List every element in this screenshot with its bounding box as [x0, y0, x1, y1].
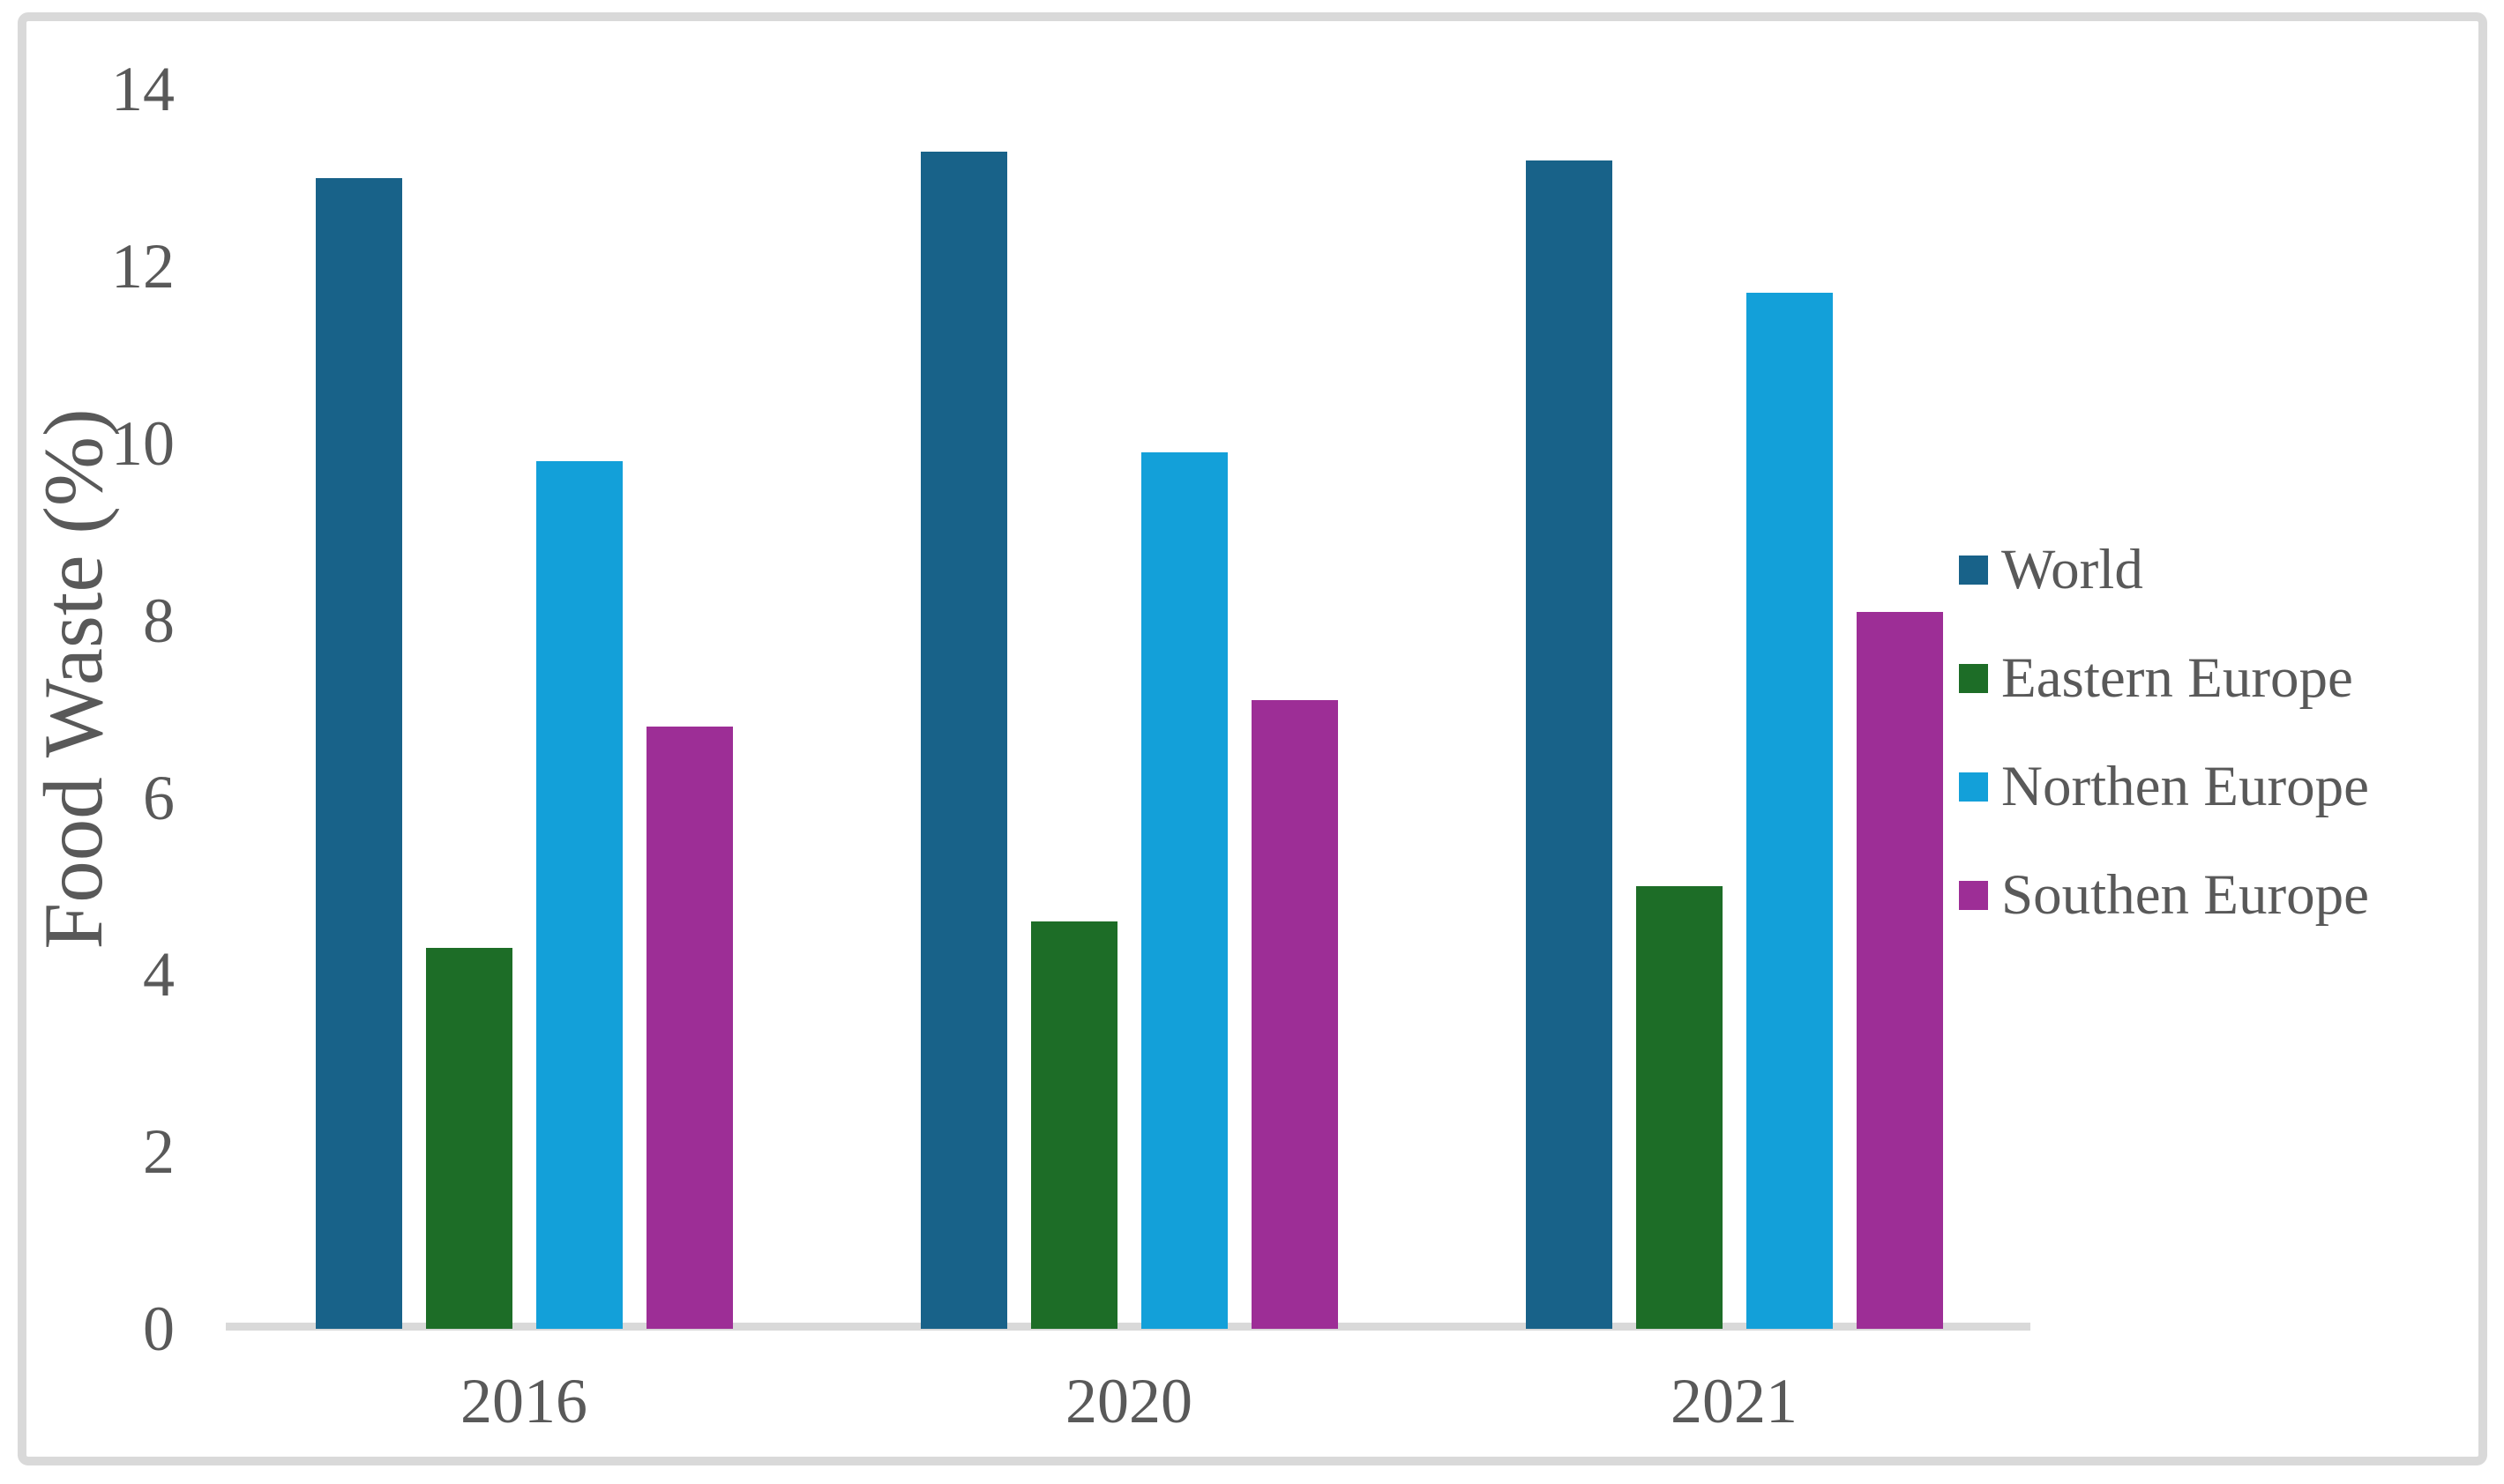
- legend-label-world: World: [2001, 537, 2143, 601]
- legend-swatch-world: [1959, 555, 1988, 585]
- legend-label-southen-europe: Southen Europe: [2001, 862, 2370, 927]
- y-tick-label: 6: [143, 762, 175, 833]
- bar-northen-europe-2016: [535, 461, 623, 1329]
- y-tick-label: 14: [111, 54, 175, 125]
- x-category-label-2016: 2016: [460, 1366, 587, 1436]
- bar-southen-europe-2020: [1251, 700, 1338, 1329]
- x-category-label-2021: 2021: [1671, 1366, 1798, 1436]
- legend-swatch-eastern-europe: [1959, 663, 1988, 693]
- y-tick-label: 10: [111, 408, 175, 479]
- y-tick-label: 12: [111, 231, 175, 302]
- y-tick-label: 2: [143, 1116, 175, 1188]
- legend-swatch-southen-europe: [1959, 880, 1988, 910]
- y-tick-label: 4: [143, 939, 175, 1010]
- y-tick-label: 0: [143, 1294, 175, 1364]
- y-tick-label: 8: [143, 585, 175, 656]
- bar-world-2021: [1525, 160, 1612, 1329]
- legend-item-world: World: [1959, 533, 2143, 607]
- legend-item-eastern-europe: Eastern Europe: [1959, 641, 2353, 715]
- legend-item-northen-europe: Northen Europe: [1959, 749, 2369, 824]
- bar-eastern-europe-2016: [425, 948, 512, 1329]
- bar-southen-europe-2016: [646, 727, 733, 1329]
- x-category-label-2020: 2020: [1065, 1366, 1192, 1436]
- legend-label-northen-europe: Northen Europe: [2001, 754, 2369, 818]
- bar-northen-europe-2021: [1745, 293, 1833, 1329]
- legend-item-southen-europe: Southen Europe: [1959, 858, 2369, 932]
- bar-world-2020: [920, 151, 1007, 1329]
- legend: World Eastern Europe Northen Europe Southen…: [1959, 0, 2497, 1484]
- chart-frame: [18, 12, 2487, 1465]
- legend-label-eastern-europe: Eastern Europe: [2001, 645, 2353, 710]
- bar-eastern-europe-2020: [1030, 921, 1117, 1329]
- bar-northen-europe-2020: [1140, 452, 1228, 1329]
- legend-swatch-northen-europe: [1959, 772, 1988, 802]
- bar-southen-europe-2021: [1856, 611, 1943, 1329]
- bar-world-2016: [315, 177, 402, 1329]
- bar-eastern-europe-2021: [1635, 886, 1723, 1329]
- x-axis-baseline: [226, 1323, 2030, 1331]
